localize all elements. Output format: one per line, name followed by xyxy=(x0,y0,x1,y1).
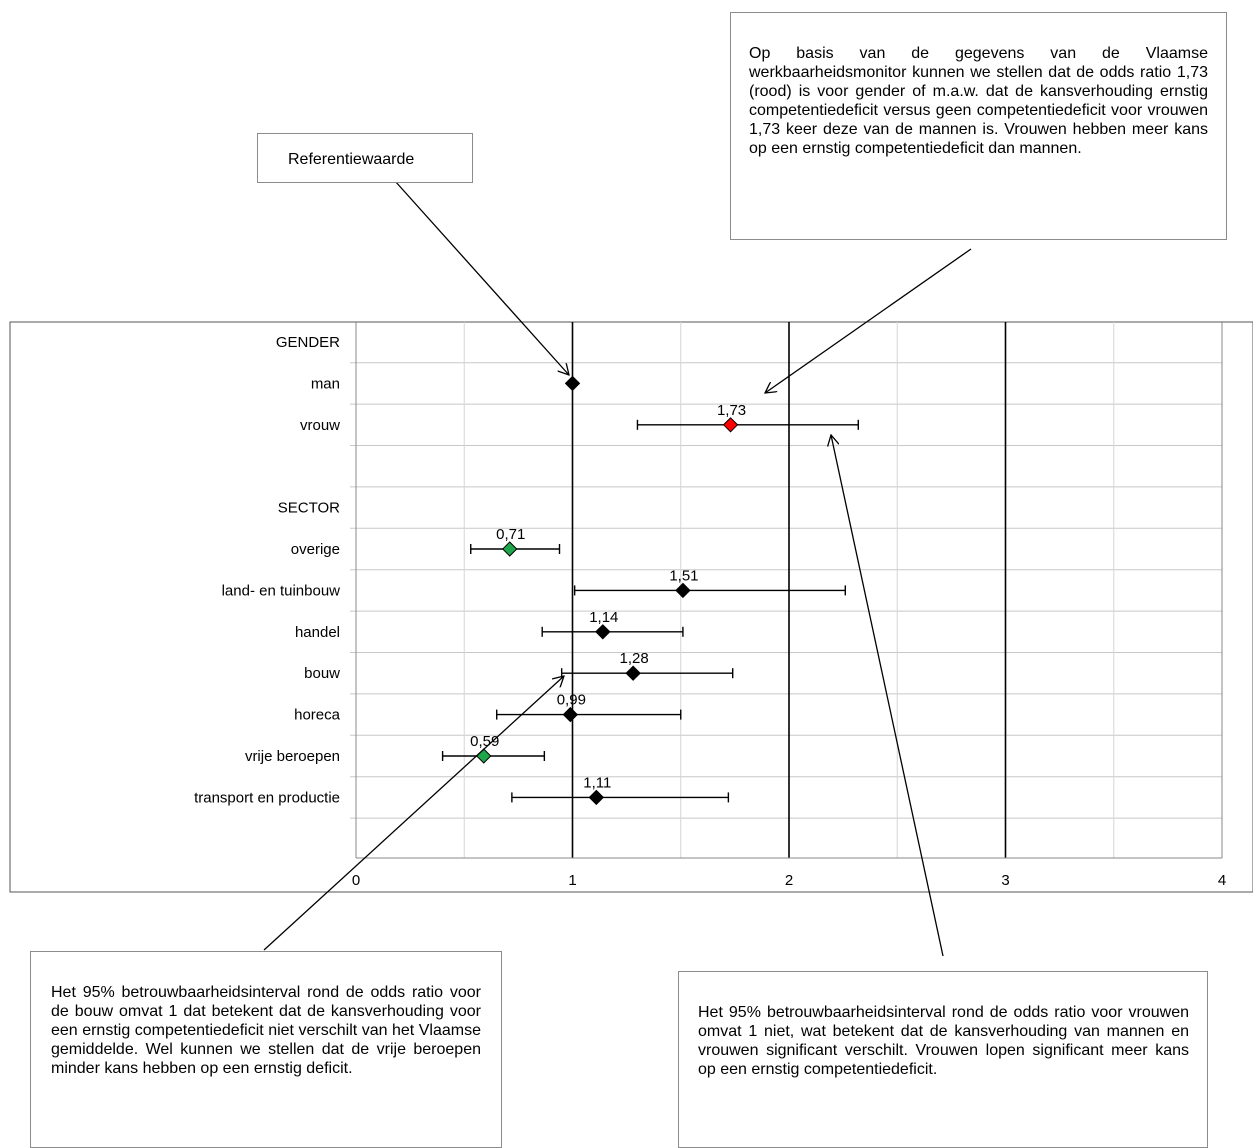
grid xyxy=(350,322,1223,859)
point-marker xyxy=(588,789,605,806)
bouw-callout: Het 95% betrouwbaarheidsinterval rond de… xyxy=(30,951,502,1148)
category-label: man xyxy=(311,375,340,392)
category-label: handel xyxy=(295,624,340,641)
data-point-man xyxy=(564,375,581,392)
data-label: 0,99 xyxy=(557,692,586,709)
category-labels: GENDER man vrouw SECTOR overige land- en tuin… xyxy=(194,334,341,806)
data-point-vrouw: 1,73 xyxy=(636,402,859,433)
x-axis-ticks: 0 1 2 3 4 xyxy=(352,872,1226,889)
data-label: 0,71 xyxy=(496,526,525,543)
category-label: land- en tuinbouw xyxy=(222,582,341,599)
data-series: 1,73 0,71 1,51 1,14 1,28 0,99 0,59 1,11 xyxy=(441,375,859,806)
arrow-bouw xyxy=(263,676,564,951)
data-point-overige: 0,71 xyxy=(470,526,561,557)
category-label: vrije beroepen xyxy=(245,748,340,765)
vrouw-callout: Het 95% betrouwbaarheidsinterval rond de… xyxy=(678,971,1208,1148)
gender-callout: Op basis van de gegevens van de Vlaamse … xyxy=(730,12,1227,240)
data-point-transport-en-productie: 1,11 xyxy=(511,774,730,806)
category-label: horeca xyxy=(294,707,341,724)
data-label: 1,11 xyxy=(583,774,611,791)
arrow-reference xyxy=(394,180,569,375)
data-point-bouw: 1,28 xyxy=(560,650,734,681)
chart-frame xyxy=(9,321,1253,893)
arrow-gender xyxy=(765,248,972,393)
data-point-handel: 1,14 xyxy=(541,609,684,640)
reference-callout-text: Referentiewaarde xyxy=(288,151,415,168)
point-marker xyxy=(476,748,492,764)
point-marker xyxy=(722,417,739,433)
category-label: SECTOR xyxy=(278,500,340,517)
x-tick-label: 0 xyxy=(352,872,360,889)
x-tick-label: 4 xyxy=(1218,872,1226,889)
data-label: 1,28 xyxy=(620,650,649,667)
point-marker xyxy=(595,624,611,640)
data-label: 1,73 xyxy=(717,402,746,419)
arrow-vrouw xyxy=(831,435,944,957)
data-label: 1,51 xyxy=(669,567,698,584)
x-tick-label: 1 xyxy=(568,872,576,889)
point-marker xyxy=(562,706,579,723)
data-point-horeca: 0,99 xyxy=(496,692,682,723)
reference-callout: Referentiewaarde xyxy=(257,133,473,183)
point-marker xyxy=(675,582,691,599)
gender-callout-text: Op basis van de gegevens van de Vlaamse … xyxy=(749,45,1208,157)
category-label: vrouw xyxy=(300,417,340,434)
category-label: overige xyxy=(291,541,340,558)
category-label: GENDER xyxy=(276,334,340,351)
category-label: transport en productie xyxy=(194,789,340,806)
category-label: bouw xyxy=(304,665,340,682)
bouw-callout-text: Het 95% betrouwbaarheidsinterval rond de… xyxy=(51,984,481,1077)
x-tick-label: 3 xyxy=(1001,872,1009,889)
data-point-vrije-beroepen: 0,59 xyxy=(441,733,546,764)
x-tick-label: 2 xyxy=(785,872,793,889)
point-marker xyxy=(502,541,518,557)
data-label: 1,14 xyxy=(589,609,618,626)
data-label: 0,59 xyxy=(470,733,499,750)
point-marker xyxy=(625,665,641,681)
data-point-land--en-tuinbouw: 1,51 xyxy=(573,567,846,599)
vrouw-callout-text: Het 95% betrouwbaarheidsinterval rond de… xyxy=(698,1004,1189,1078)
point-marker xyxy=(564,375,581,392)
